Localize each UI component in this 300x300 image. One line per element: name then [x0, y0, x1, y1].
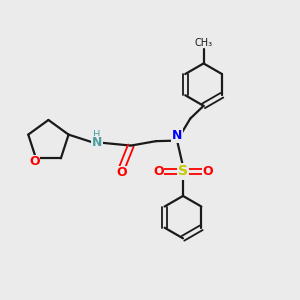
- Text: H: H: [93, 130, 101, 140]
- Text: O: O: [29, 155, 40, 168]
- Text: N: N: [92, 136, 102, 149]
- Text: CH₃: CH₃: [194, 38, 213, 48]
- Text: O: O: [202, 165, 213, 178]
- Text: O: O: [153, 165, 164, 178]
- Text: S: S: [178, 164, 188, 178]
- Text: O: O: [116, 167, 127, 179]
- Text: N: N: [172, 129, 182, 142]
